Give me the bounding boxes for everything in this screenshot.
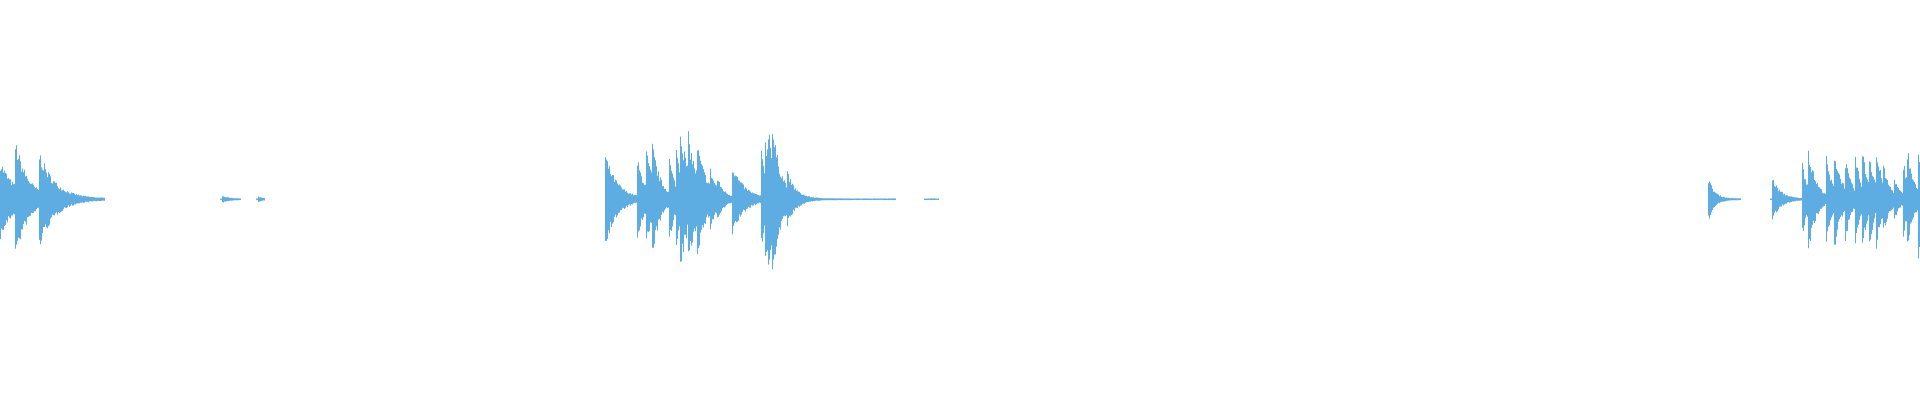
waveform-bars [0, 131, 1920, 270]
